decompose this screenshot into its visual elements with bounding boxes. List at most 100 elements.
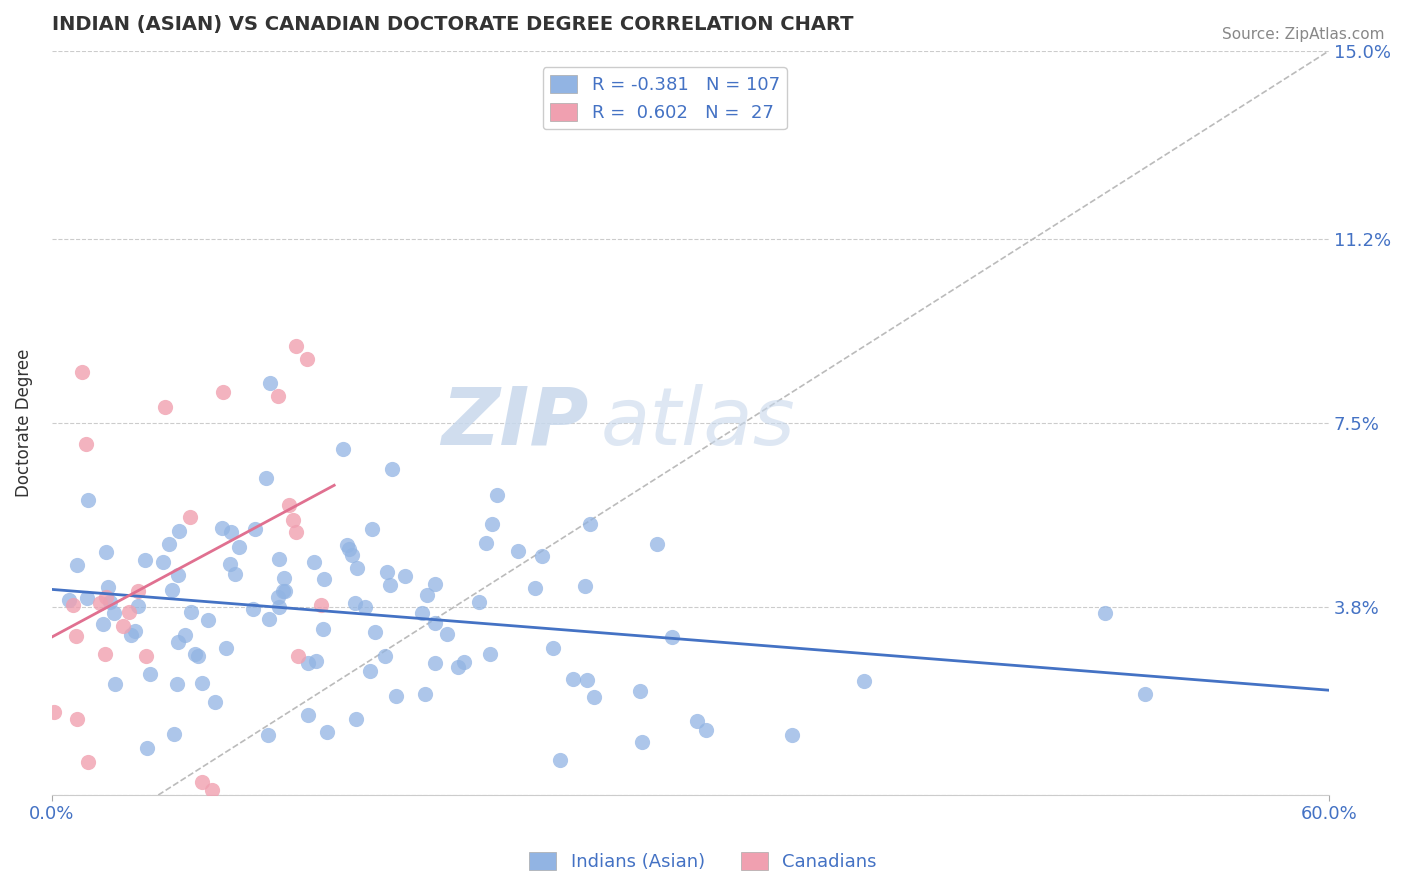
Point [380, 577, 402, 591]
Point [436, 626, 458, 640]
Point [343, 597, 366, 611]
Point [267, 590, 290, 604]
Point [243, 522, 266, 536]
Point [219, 525, 242, 540]
Text: Source: ZipAtlas.com: Source: ZipAtlas.com [1222, 27, 1385, 42]
Point [89, 596, 111, 610]
Point [215, 641, 238, 656]
Point [76, 591, 98, 605]
Point [204, 694, 226, 708]
Point [283, 513, 305, 527]
Point [111, 619, 134, 633]
Text: INDIAN (ASIAN) VS CANADIAN DOCTORATE DEGREE CORRELATION CHART: INDIAN (ASIAN) VS CANADIAN DOCTORATE DEG… [52, 15, 853, 34]
Text: atlas: atlas [600, 384, 796, 462]
Point [273, 571, 295, 585]
Point [628, 684, 651, 698]
Point [468, 595, 491, 609]
Point [104, 677, 127, 691]
Legend: Indians (Asian), Canadians: Indians (Asian), Canadians [522, 845, 884, 879]
Point [184, 647, 207, 661]
Point [364, 625, 387, 640]
Point [425, 576, 447, 591]
Point [77, 755, 100, 769]
Point [312, 622, 335, 636]
Point [135, 649, 157, 664]
Point [136, 740, 159, 755]
Point [224, 566, 246, 581]
Point [297, 656, 319, 670]
Point [524, 581, 547, 595]
Point [359, 664, 381, 678]
Point [257, 612, 280, 626]
Point [415, 589, 437, 603]
Point [94, 545, 117, 559]
Point [191, 775, 214, 789]
Point [661, 630, 683, 644]
Point [506, 544, 529, 558]
Legend: R = -0.381   N = 107, R =  0.602   N =  27: R = -0.381 N = 107, R = 0.602 N = 27 [543, 67, 787, 129]
Point [76, 493, 98, 508]
Point [360, 522, 382, 536]
Point [583, 690, 606, 705]
Point [167, 568, 190, 582]
Point [425, 615, 447, 630]
Point [187, 649, 209, 664]
Point [579, 517, 602, 532]
Point [541, 640, 564, 655]
Point [72, 365, 94, 379]
Point [127, 584, 149, 599]
Point [134, 553, 156, 567]
Point [267, 552, 290, 566]
Point [411, 606, 433, 620]
Point [91, 617, 114, 632]
Point [385, 689, 408, 703]
Point [373, 648, 395, 663]
Point [267, 389, 290, 403]
Point [316, 724, 339, 739]
Point [285, 524, 308, 539]
Point [530, 549, 553, 563]
Point [312, 572, 335, 586]
Point [479, 648, 502, 662]
Point [415, 688, 437, 702]
Point [167, 524, 190, 538]
Point [163, 727, 186, 741]
Point [346, 561, 368, 575]
Point [305, 654, 328, 668]
Point [287, 648, 309, 663]
Point [124, 624, 146, 638]
Point [157, 537, 180, 551]
Point [97, 581, 120, 595]
Point [481, 517, 503, 532]
Point [780, 728, 803, 742]
Point [120, 628, 142, 642]
Point [381, 462, 404, 476]
Point [259, 376, 281, 390]
Point [42, 705, 65, 719]
Point [332, 442, 354, 456]
Point [96, 590, 118, 604]
Point [58, 593, 80, 607]
Point [475, 535, 498, 549]
Point [561, 672, 583, 686]
Point [66, 558, 89, 572]
Point [630, 735, 652, 749]
Point [278, 498, 301, 512]
Point [254, 471, 277, 485]
Point [336, 538, 359, 552]
Point [179, 509, 201, 524]
Text: ZIP: ZIP [441, 384, 588, 462]
Point [180, 605, 202, 619]
Point [271, 584, 294, 599]
Point [166, 635, 188, 649]
Point [153, 400, 176, 414]
Point [576, 673, 599, 687]
Point [852, 674, 875, 689]
Point [152, 555, 174, 569]
Point [128, 599, 150, 613]
Point [139, 667, 162, 681]
Point [453, 655, 475, 669]
Point [375, 565, 398, 579]
Y-axis label: Doctorate Degree: Doctorate Degree [15, 349, 32, 497]
Point [256, 728, 278, 742]
